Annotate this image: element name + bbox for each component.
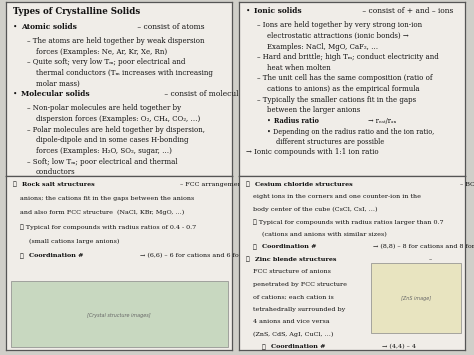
Text: Types of Crystalline Solids: Types of Crystalline Solids (13, 7, 140, 16)
Text: tetrahedrally surrounded by: tetrahedrally surrounded by (253, 307, 345, 312)
Text: anions; the cations fit in the gaps between the anions: anions; the cations fit in the gaps betw… (20, 196, 194, 201)
Text: body center of the cube (CsCl, CsI, …): body center of the cube (CsCl, CsI, …) (253, 207, 377, 212)
Text: heat when molten: heat when molten (266, 64, 330, 72)
Text: •: • (13, 90, 20, 98)
Text: Rock salt structures: Rock salt structures (22, 182, 95, 187)
Text: Coordination #: Coordination # (262, 244, 317, 249)
Text: Zinc blende structures: Zinc blende structures (255, 257, 337, 262)
Text: ➤ Typical for compounds with radius ratios larger than 0.7: ➤ Typical for compounds with radius rati… (253, 219, 444, 225)
Text: of cations; each cation is: of cations; each cation is (253, 294, 334, 299)
Text: eight ions in the corners and one counter-ion in the: eight ions in the corners and one counte… (253, 194, 421, 199)
Text: – The atoms are held together by weak dispersion: – The atoms are held together by weak di… (27, 37, 204, 45)
Text: 4 anions and vice versa: 4 anions and vice versa (253, 320, 329, 324)
Text: Radius ratio: Radius ratio (274, 117, 319, 125)
Text: •: • (13, 23, 20, 31)
Text: thermal conductors (Tₘ increases with increasing: thermal conductors (Tₘ increases with in… (36, 69, 212, 77)
Text: Ionic solids: Ionic solids (254, 7, 301, 15)
Text: and also form FCC structure  (NaCl, KBr, MgO, …): and also form FCC structure (NaCl, KBr, … (20, 210, 184, 215)
Text: ➤: ➤ (20, 253, 26, 258)
Text: between the larger anions: between the larger anions (266, 106, 360, 114)
Text: •: • (246, 7, 253, 15)
Text: – Ions are held together by very strong ion-ion: – Ions are held together by very strong … (257, 21, 423, 29)
Text: – Typically the smaller cations fit in the gaps: – Typically the smaller cations fit in t… (257, 96, 417, 104)
Text: forces (Examples: H₂O, SO₂, sugar, …): forces (Examples: H₂O, SO₂, sugar, …) (36, 147, 172, 155)
Text: – Non-polar molecules are held together by: – Non-polar molecules are held together … (27, 104, 181, 113)
Text: Coordination #: Coordination # (29, 253, 83, 258)
Text: ➤: ➤ (253, 244, 259, 250)
Text: – consist of + and – ions: – consist of + and – ions (360, 7, 453, 15)
Text: – BCC unit cell with: – BCC unit cell with (458, 182, 474, 187)
Text: – Hard and brittle; high Tₘ; conduct electricity and: – Hard and brittle; high Tₘ; conduct ele… (257, 53, 439, 61)
Text: – FCC arrangement of the: – FCC arrangement of the (178, 182, 265, 187)
Text: → (4,4) – 4: → (4,4) – 4 (380, 344, 416, 350)
Text: –: – (427, 257, 432, 262)
Text: (small cations large anions): (small cations large anions) (29, 239, 119, 244)
Text: – Soft; low Tₘ; poor electrical and thermal: – Soft; low Tₘ; poor electrical and ther… (27, 158, 177, 166)
Text: – consist of atoms: – consist of atoms (135, 23, 205, 31)
Text: → (8,8) – 8 for cations and 8 for anions: → (8,8) – 8 for cations and 8 for anions (371, 244, 474, 250)
Text: penetrated by FCC structure: penetrated by FCC structure (253, 282, 347, 287)
Text: ➤: ➤ (13, 182, 19, 187)
Text: – The unit cell has the same composition (ratio of: – The unit cell has the same composition… (257, 75, 433, 82)
Text: forces (Examples: Ne, Ar, Kr, Xe, Rn): forces (Examples: Ne, Ar, Kr, Xe, Rn) (36, 48, 167, 56)
Text: (cations and anions with similar sizes): (cations and anions with similar sizes) (262, 232, 387, 237)
Text: (ZnS, CdS, AgI, CuCl, …): (ZnS, CdS, AgI, CuCl, …) (253, 332, 333, 337)
Text: Coordination #: Coordination # (271, 344, 326, 349)
Text: molar mass): molar mass) (36, 80, 79, 87)
Text: • Depending on the radius ratio and the ion ratio,: • Depending on the radius ratio and the … (266, 129, 434, 136)
Text: dispersion forces (Examples: O₂, CH₄, CO₂, …): dispersion forces (Examples: O₂, CH₄, CO… (36, 115, 200, 123)
Bar (371, 263, 461, 333)
Text: → Ionic compounds with 1:1 ion ratio: → Ionic compounds with 1:1 ion ratio (246, 148, 379, 155)
Text: ➤ Typical for compounds with radius ratios of 0.4 - 0.7: ➤ Typical for compounds with radius rati… (20, 224, 196, 230)
Text: cations to anions) as the empirical formula: cations to anions) as the empirical form… (266, 85, 419, 93)
Text: electrostatic attractions (ionic bonds) →: electrostatic attractions (ionic bonds) … (266, 32, 408, 40)
Text: ➤: ➤ (246, 182, 252, 187)
Text: Examples: NaCl, MgO, CaF₂, …: Examples: NaCl, MgO, CaF₂, … (266, 43, 378, 50)
Text: Atomic solids: Atomic solids (21, 23, 77, 31)
Text: Molecular solids: Molecular solids (21, 90, 90, 98)
Text: – Quite soft; very low Tₘ; poor electrical and: – Quite soft; very low Tₘ; poor electric… (27, 58, 185, 66)
Text: Cesium chloride structures: Cesium chloride structures (255, 182, 353, 187)
Text: – Polar molecules are held together by dispersion,: – Polar molecules are held together by d… (27, 126, 204, 134)
Text: → rₑₐₜ/rₐₙ: → rₑₐₜ/rₐₙ (366, 117, 397, 125)
Text: ➤: ➤ (246, 257, 252, 262)
Text: ➤: ➤ (262, 344, 268, 350)
Text: FCC structure of anions: FCC structure of anions (253, 269, 331, 274)
Text: different structures are possible: different structures are possible (275, 138, 383, 146)
Text: •: • (266, 117, 273, 125)
Text: dipole-dipole and in some cases H-bonding: dipole-dipole and in some cases H-bondin… (36, 136, 188, 144)
Text: [ZnS image]: [ZnS image] (401, 296, 431, 301)
Text: → (6,6) – 6 for cations and 6 for anions: → (6,6) – 6 for cations and 6 for anions (138, 253, 265, 258)
Text: – consist of molecules: – consist of molecules (162, 90, 246, 98)
Bar (11, 281, 228, 347)
Text: [Crystal structure images]: [Crystal structure images] (87, 313, 151, 318)
Text: conductors: conductors (36, 168, 75, 176)
